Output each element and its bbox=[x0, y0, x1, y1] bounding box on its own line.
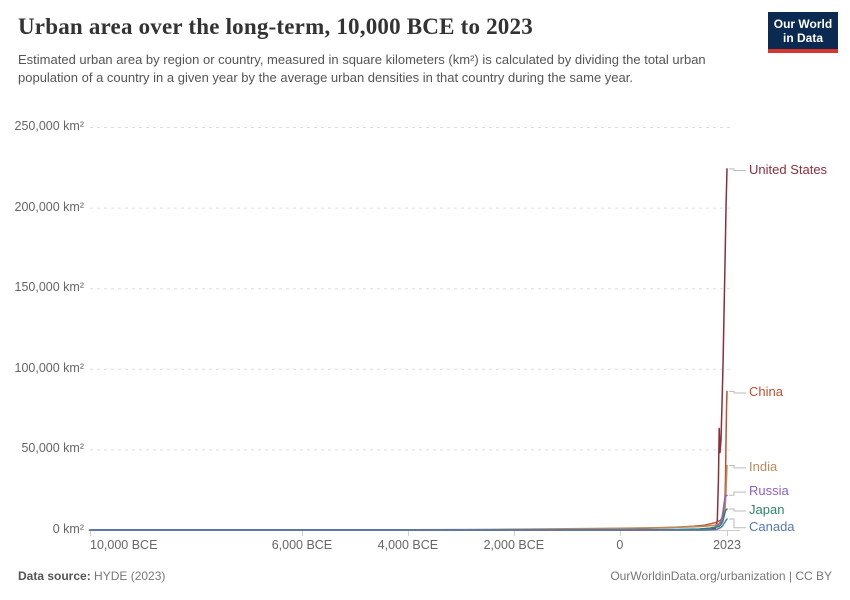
y-axis-tick-label: 250,000 km² bbox=[14, 119, 84, 133]
y-axis-tick-label: 150,000 km² bbox=[14, 280, 84, 295]
label-connector bbox=[729, 518, 746, 529]
series-label-china[interactable]: China bbox=[749, 383, 783, 399]
series-line-russia[interactable] bbox=[89, 494, 728, 531]
chart-subtitle: Estimated urban area by region or countr… bbox=[18, 52, 706, 85]
series-label-russia[interactable]: Russia bbox=[749, 483, 789, 499]
series-label-japan[interactable]: Japan bbox=[749, 501, 785, 517]
y-axis-tick-label: 0 km² bbox=[52, 522, 84, 536]
footer-attribution-link[interactable]: OurWorldinData.org/urbanization | CC BY bbox=[610, 569, 832, 583]
series-line-canada[interactable] bbox=[89, 518, 728, 531]
owid-logo-line1: Our World bbox=[773, 17, 833, 31]
owid-logo[interactable]: Our World in Data bbox=[768, 12, 838, 53]
page-title: Urban area over the long-term, 10,000 BC… bbox=[18, 14, 533, 39]
y-axis-tick-label: 200,000 km² bbox=[14, 199, 84, 214]
label-connector bbox=[729, 465, 746, 469]
owid-logo-line2: in Data bbox=[782, 31, 823, 45]
x-axis-tick-label: 4,000 BCE bbox=[377, 538, 439, 552]
x-axis-tick-label: 10,000 BCE bbox=[90, 538, 158, 552]
label-connector bbox=[729, 491, 746, 496]
x-axis-tick-label: 2,000 BCE bbox=[483, 538, 545, 552]
label-connector bbox=[729, 390, 746, 394]
x-axis-tick-label: 6,000 BCE bbox=[271, 538, 333, 552]
label-connector bbox=[729, 168, 746, 171]
data-source-label: Data source: bbox=[18, 569, 91, 583]
label-connector bbox=[729, 508, 746, 512]
y-axis-tick-label: 100,000 km² bbox=[14, 360, 84, 375]
series-label-canada[interactable]: Canada bbox=[749, 518, 795, 534]
series-line-japan[interactable] bbox=[89, 508, 728, 531]
series-label-united-states[interactable]: United States bbox=[749, 161, 828, 177]
series-line-india[interactable] bbox=[89, 464, 728, 531]
x-axis-tick-label: 2023 bbox=[713, 538, 741, 552]
x-axis-tick-label: 0 bbox=[616, 538, 624, 552]
series-label-india[interactable]: India bbox=[749, 458, 778, 474]
data-source-value[interactable]: HYDE (2023) bbox=[90, 569, 166, 583]
series-line-china[interactable] bbox=[89, 390, 728, 531]
data-source-note[interactable]: Data source: HYDE (2023) bbox=[18, 569, 165, 583]
series-line-united-states[interactable] bbox=[89, 168, 728, 531]
y-axis-tick-label: 50,000 km² bbox=[21, 441, 84, 456]
